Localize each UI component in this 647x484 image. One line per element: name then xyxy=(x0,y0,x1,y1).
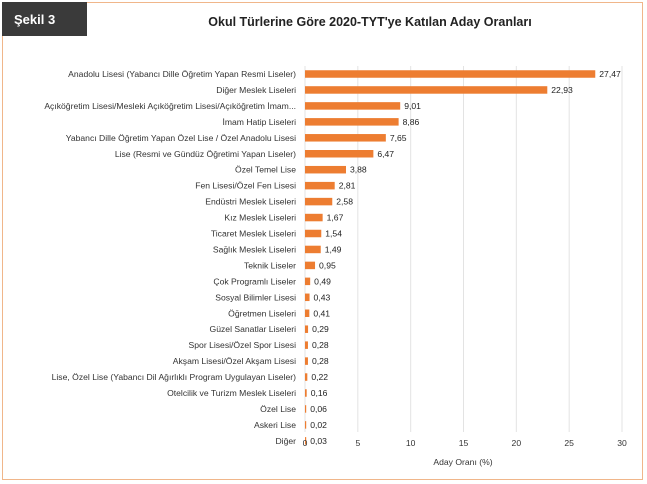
category-label: Diğer Meslek Liseleri xyxy=(216,85,296,95)
figure-frame xyxy=(2,2,643,480)
bar xyxy=(305,229,322,238)
data-label: 0,22 xyxy=(311,372,328,382)
x-tick-label: 30 xyxy=(617,438,627,448)
category-label: Teknik Liseler xyxy=(244,260,296,270)
data-label: 9,01 xyxy=(404,101,421,111)
data-label: 0,95 xyxy=(319,260,336,270)
x-tick-label: 0 xyxy=(303,438,308,448)
data-label: 0,29 xyxy=(312,324,329,334)
category-label: Öğretmen Liseleri xyxy=(228,308,296,318)
bar xyxy=(305,341,308,349)
bar xyxy=(305,389,307,397)
data-label: 1,67 xyxy=(327,213,344,223)
data-label: 0,49 xyxy=(314,276,331,286)
bar xyxy=(305,245,321,254)
bar xyxy=(305,373,308,381)
x-axis-label: Aday Oranı (%) xyxy=(433,457,492,467)
x-tick-labels: 0 5 10 15 20 25 30 xyxy=(303,438,627,448)
data-label: 22,93 xyxy=(551,85,573,95)
bar xyxy=(305,357,308,365)
bar xyxy=(305,261,316,270)
data-label: 0,03 xyxy=(310,436,327,446)
category-labels: Anadolu Lisesi (Yabancı Dille Öğretim Ya… xyxy=(44,69,296,446)
data-label: 0,02 xyxy=(310,420,327,430)
x-tick-label: 5 xyxy=(355,438,360,448)
data-label: 0,28 xyxy=(312,356,329,366)
category-label: Açıköğretim Lisesi/Mesleki Açıköğretim L… xyxy=(44,101,296,111)
category-label: Anadolu Lisesi (Yabancı Dille Öğretim Ya… xyxy=(68,69,296,79)
category-label: Çok Programlı Liseler xyxy=(213,276,296,286)
data-label: 2,81 xyxy=(339,181,356,191)
data-label: 7,65 xyxy=(390,133,407,143)
bar xyxy=(305,86,548,94)
category-label: Lise, Özel Lise (Yabancı Dil Ağırlıklı P… xyxy=(52,372,297,382)
gridlines xyxy=(304,66,623,432)
x-tick-label: 20 xyxy=(512,438,522,448)
bar xyxy=(305,118,399,126)
bar xyxy=(305,70,596,78)
x-tick-label: 10 xyxy=(406,438,416,448)
data-label: 8,86 xyxy=(403,117,420,127)
bar xyxy=(305,134,386,142)
category-label: Kız Meslek Liseleri xyxy=(224,213,296,223)
data-label: 0,41 xyxy=(313,308,330,318)
category-label: Fen Lisesi/Özel Fen Lisesi xyxy=(195,181,296,191)
data-label: 1,49 xyxy=(325,244,342,254)
data-label: 6,47 xyxy=(377,149,394,159)
category-label: Otelcilik ve Turizm Meslek Liseleri xyxy=(167,388,296,398)
data-label: 3,88 xyxy=(350,165,367,175)
bar xyxy=(305,150,374,158)
bar xyxy=(305,437,307,445)
bar xyxy=(305,181,335,190)
bar xyxy=(305,213,323,222)
data-label: 1,54 xyxy=(325,229,342,239)
figure-badge: Şekil 3 xyxy=(2,2,87,36)
bar xyxy=(305,165,346,174)
bar xyxy=(305,421,307,429)
bar xyxy=(305,325,309,333)
category-label: Özel Temel Lise xyxy=(235,165,296,175)
category-label: Akşam Lisesi/Özel Akşam Lisesi xyxy=(173,356,296,366)
category-label: Güzel Sanatlar Liseleri xyxy=(210,324,297,334)
data-label: 0,43 xyxy=(314,292,331,302)
category-label: Ticaret Meslek Liseleri xyxy=(211,229,296,239)
bars xyxy=(305,70,596,445)
bar xyxy=(305,293,310,302)
data-label: 0,16 xyxy=(311,388,328,398)
category-label: Diğer xyxy=(275,436,296,446)
chart-title: Okul Türlerine Göre 2020-TYT'ye Katılan … xyxy=(208,15,532,29)
data-label: 2,58 xyxy=(336,197,353,207)
bar xyxy=(305,277,311,286)
category-label: Sağlık Meslek Liseleri xyxy=(213,244,296,254)
value-labels: 27,47 22,93 9,01 8,86 7,65 6,47 3,88 2,81 2,58 1,… xyxy=(310,69,621,446)
x-tick-label: 15 xyxy=(459,438,469,448)
category-label: Lise (Resmi ve Gündüz Öğretimi Yapan Lis… xyxy=(115,149,296,159)
bar xyxy=(305,405,307,413)
category-label: İmam Hatip Liseleri xyxy=(222,117,296,127)
category-label: Askeri Lise xyxy=(254,420,296,430)
bar xyxy=(305,309,310,317)
data-label: 0,28 xyxy=(312,340,329,350)
data-label: 0,06 xyxy=(310,404,327,414)
category-label: Yabancı Dille Öğretim Yapan Özel Lise / … xyxy=(66,133,296,143)
bar xyxy=(305,197,333,206)
category-label: Sosyal Bilimler Lisesi xyxy=(215,292,296,302)
category-label: Endüstri Meslek Liseleri xyxy=(205,197,296,207)
bar xyxy=(305,102,401,110)
category-label: Özel Lise xyxy=(260,404,296,414)
data-label: 27,47 xyxy=(599,69,621,79)
category-label: Spor Lisesi/Özel Spor Lisesi xyxy=(189,340,297,350)
x-tick-label: 25 xyxy=(564,438,574,448)
